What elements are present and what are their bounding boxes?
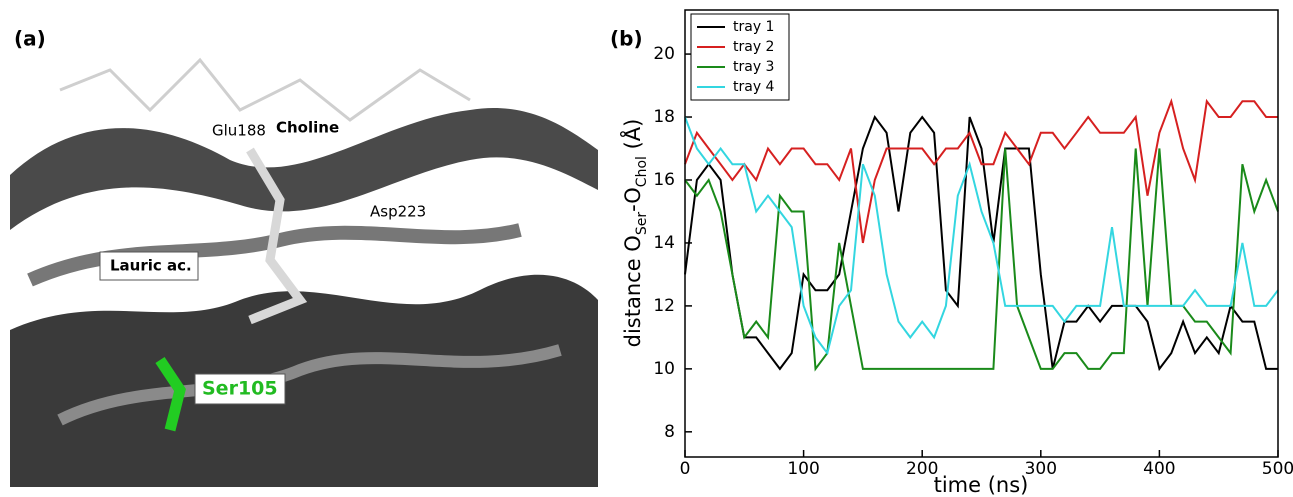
x-tick-label: 0 xyxy=(680,459,691,479)
annotation: Ser105 xyxy=(202,378,278,400)
y-tick-label: 18 xyxy=(653,107,675,127)
plot-frame xyxy=(684,9,1279,458)
y-axis-label-part: distance O xyxy=(621,235,645,347)
annotation: Choline xyxy=(276,119,339,137)
annotation: Asp223 xyxy=(370,203,426,221)
ribbon xyxy=(10,108,598,230)
ribbon xyxy=(10,274,598,487)
label-box xyxy=(99,251,199,281)
residue-stick xyxy=(246,147,308,325)
x-tick-label: 400 xyxy=(1143,459,1175,479)
y-tick-label: 10 xyxy=(653,359,675,379)
annotation: Glu188 xyxy=(212,122,266,140)
y-tick-label: 8 xyxy=(664,422,675,442)
series-line xyxy=(684,116,1279,356)
y-tick-label: 20 xyxy=(653,44,675,64)
lipid-tail xyxy=(59,57,471,122)
x-tick-label: 300 xyxy=(1025,459,1057,479)
y-axis-label-part: (Å) xyxy=(619,119,645,156)
y-axis-label-part: Ser xyxy=(634,212,650,236)
legend-box xyxy=(690,13,790,101)
label-box xyxy=(194,373,286,405)
series-line xyxy=(684,97,1278,244)
coil xyxy=(57,344,562,426)
ser-stick xyxy=(155,356,186,432)
x-tick-label: 500 xyxy=(1262,459,1293,479)
x-axis-label: time (ns) xyxy=(934,473,1029,497)
y-axis-label: distance OSer-OChol (Å) xyxy=(619,119,650,348)
y-axis-label-part: Chol xyxy=(634,156,650,187)
molecule-render xyxy=(10,0,598,487)
y-tick-label: 14 xyxy=(653,233,675,253)
legend-label: tray 4 xyxy=(733,79,775,95)
annotation: Lauric ac. xyxy=(110,257,192,275)
legend-label: tray 3 xyxy=(733,59,774,75)
legend-label: tray 1 xyxy=(733,19,774,35)
x-tick-label: 100 xyxy=(787,459,819,479)
panel-label: (a) xyxy=(14,27,46,51)
y-axis-label-part: -O xyxy=(621,187,645,212)
x-tick-label: 200 xyxy=(906,459,938,479)
legend-label: tray 2 xyxy=(733,39,774,55)
series-line xyxy=(684,114,1278,372)
y-tick-label: 16 xyxy=(653,170,675,190)
y-tick-label: 12 xyxy=(653,296,675,316)
panel-label: (b) xyxy=(610,27,643,51)
